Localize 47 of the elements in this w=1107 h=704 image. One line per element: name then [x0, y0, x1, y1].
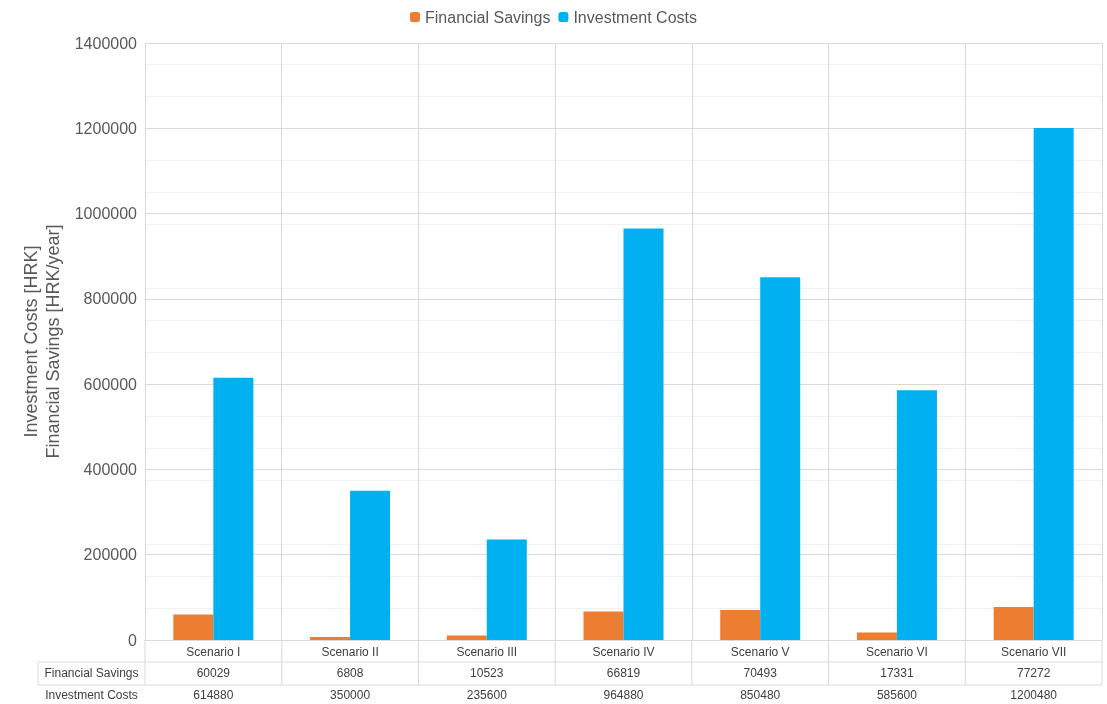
- legend-label: Investment Costs: [573, 8, 698, 26]
- x-tick-label: Scenario VII: [1000, 645, 1067, 659]
- data-label: 614880: [193, 688, 234, 702]
- data-label: 235600: [466, 688, 508, 702]
- y-tick-label: 1400000: [74, 34, 138, 52]
- legend-label: Financial Savings: [425, 8, 551, 26]
- bar: [173, 614, 214, 640]
- data-label: 350000: [330, 688, 371, 702]
- y-tick-label: 600000: [83, 375, 138, 393]
- data-label: 10523: [470, 666, 504, 680]
- data-label: 964880: [603, 688, 644, 702]
- y-tick-label: 0: [128, 631, 138, 649]
- y-axis-title: Investment Costs [HRK] Financial Savings [HRK/year]: [20, 224, 63, 459]
- y-tick-label: 1000000: [74, 205, 138, 223]
- x-tick-label: Scenario IV: [592, 645, 655, 659]
- bar: [350, 490, 391, 640]
- data-label: 850480: [740, 688, 781, 702]
- bar: [1033, 128, 1074, 640]
- bar: [623, 228, 664, 640]
- data-label: 17331: [880, 666, 914, 680]
- data-label: 60029: [196, 666, 231, 680]
- bar: [310, 637, 351, 640]
- x-tick-label: Scenario III: [456, 645, 518, 659]
- data-label: 70493: [743, 666, 778, 680]
- y-tick-label: 200000: [83, 546, 138, 564]
- x-tick-label: Scenario VI: [865, 645, 928, 659]
- bar: [993, 607, 1034, 640]
- data-label: 77272: [1016, 666, 1051, 680]
- y-tick-label: 400000: [83, 460, 138, 478]
- data-label: 66819: [606, 666, 641, 680]
- data-label: 585600: [876, 688, 918, 702]
- data-label: 6808: [336, 666, 364, 680]
- text: Financial Savings: [44, 666, 139, 680]
- data-label: 1200480: [1010, 688, 1058, 702]
- bar: [760, 277, 801, 640]
- y-tick-label: 1200000: [74, 119, 138, 137]
- x-tick-label: Scenario V: [730, 645, 790, 659]
- y-tick-label: 800000: [83, 290, 138, 308]
- x-tick-label: Scenario I: [186, 645, 241, 659]
- bar: [213, 377, 254, 640]
- bar: [856, 632, 897, 640]
- bar: [583, 611, 624, 640]
- bar: [486, 539, 527, 640]
- bar: [896, 390, 937, 640]
- text: Investment Costs: [45, 688, 138, 702]
- x-tick-label: Scenario II: [321, 645, 379, 659]
- bar: [720, 609, 761, 640]
